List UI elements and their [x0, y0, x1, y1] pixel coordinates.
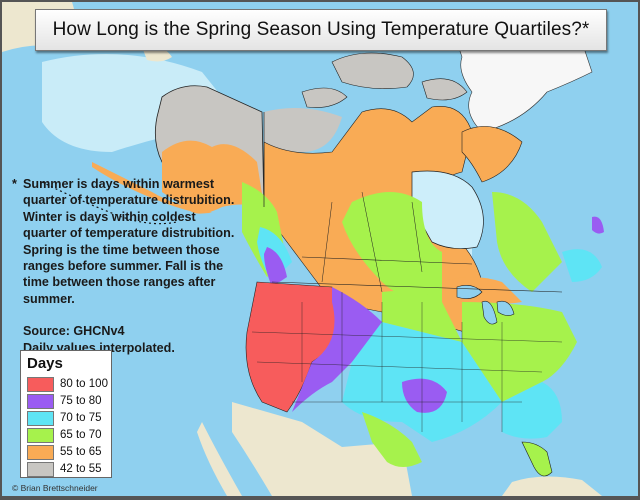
- title-banner: How Long is the Spring Season Using Temp…: [35, 9, 607, 51]
- legend-swatch-purple: [27, 393, 54, 409]
- legend-title: Days: [27, 355, 63, 372]
- legend-swatch-cyan: [27, 410, 54, 426]
- legend: Days 80 to 100 75 to 80 70 to 75 65 to 7…: [20, 350, 112, 478]
- legend-item: 75 to 80: [27, 393, 102, 409]
- note-line: quarter of temperature distrubition.: [23, 226, 235, 241]
- legend-item: 55 to 65: [27, 444, 102, 460]
- note-line: Summer is days within warmest: [23, 177, 215, 191]
- legend-item: 65 to 70: [27, 427, 102, 443]
- legend-item: 70 to 75: [27, 410, 102, 426]
- legend-label: 75 to 80: [60, 395, 102, 407]
- definition-note: * Summer is days within warmest quarter …: [12, 176, 252, 356]
- legend-label: 70 to 75: [60, 412, 102, 424]
- legend-label: 42 to 55: [60, 463, 102, 475]
- legend-item: 42 to 55: [27, 461, 102, 477]
- legend-label: 65 to 70: [60, 429, 102, 441]
- legend-swatch-red: [27, 376, 54, 392]
- legend-swatch-orange: [27, 444, 54, 460]
- legend-label: 55 to 65: [60, 446, 102, 458]
- legend-swatch-green: [27, 427, 54, 443]
- note-line: ranges before summer. Fall is the: [23, 259, 224, 274]
- source-text: Source: GHCNv4: [23, 324, 125, 339]
- asterisk: *: [12, 177, 17, 191]
- legend-item: 80 to 100: [27, 376, 108, 392]
- legend-swatch-gray: [27, 461, 54, 477]
- note-line: time between those ranges after: [23, 275, 216, 290]
- page-title: How Long is the Spring Season Using Temp…: [52, 19, 590, 40]
- note-line: Spring is the time between those: [23, 242, 220, 257]
- legend-label: 80 to 100: [60, 378, 108, 390]
- note-line: quarter of temperature distrubition.: [23, 193, 235, 208]
- note-line: summer.: [23, 291, 75, 306]
- note-line: Winter is days within coldest: [23, 209, 196, 224]
- credit-text: © Brian Brettschneider: [12, 483, 98, 493]
